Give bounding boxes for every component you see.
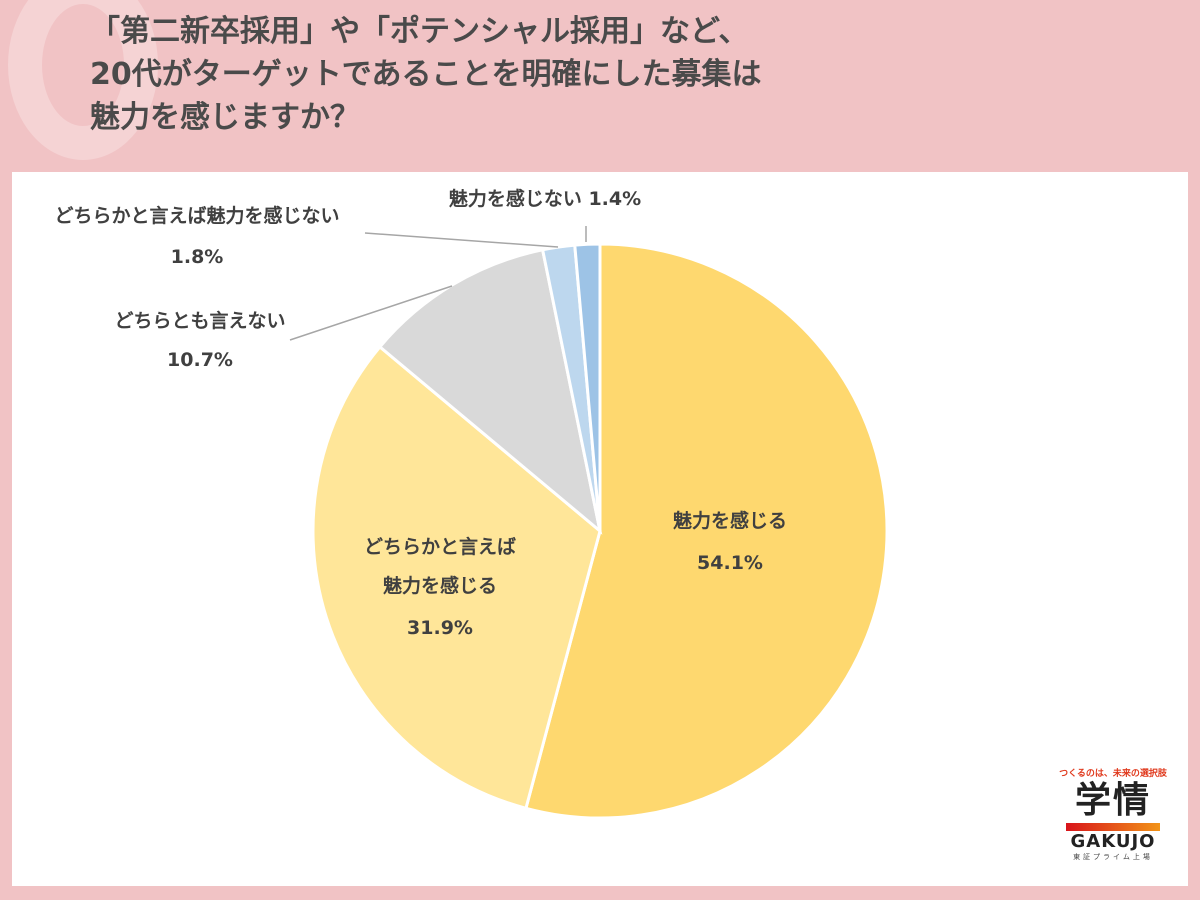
slice-label: 魅力を感じる: [673, 509, 787, 532]
slice-label: どちらかと言えば: [364, 535, 516, 558]
slice-value: 10.7%: [167, 349, 233, 371]
slice-value: 1.8%: [171, 246, 224, 268]
page-title: 「第二新卒採用」や「ポテンシャル採用」など、 20代がターゲットであることを明確…: [90, 10, 761, 139]
slice-label: どちらとも言えない: [114, 309, 285, 332]
pie-slice: [311, 344, 602, 811]
logo-kanji: 学情: [1074, 780, 1151, 821]
title-line: 「第二新卒採用」や「ポテンシャル採用」など、: [90, 14, 749, 49]
pie-slice: [377, 248, 603, 535]
leader-line: [289, 285, 453, 341]
slice-value: 54.1%: [697, 552, 763, 574]
logo-tagline: つくるのは、未来の選択肢: [1059, 769, 1167, 779]
logo-sub: 東証プライム上場: [1073, 853, 1153, 861]
slice-label: 魅力を感じる: [383, 574, 497, 597]
pie-slice: [524, 242, 889, 820]
slice-label: 魅力を感じない 1.4%: [449, 187, 641, 210]
title-line: 魅力を感じますか？: [90, 100, 360, 135]
logo-name: GAKUJO: [1070, 831, 1156, 852]
leader-line: [364, 232, 559, 248]
pie-slice: [573, 242, 602, 532]
slice-value: 31.9%: [407, 617, 473, 639]
gakujo-logo: つくるのは、未来の選択肢 学情 GAKUJO 東証プライム上場: [1058, 766, 1168, 862]
slice-label: どちらかと言えば魅力を感じない: [54, 204, 339, 227]
logo-bar: [1066, 823, 1160, 831]
title-line: 20代がターゲットであることを明確にした募集は: [90, 57, 762, 92]
